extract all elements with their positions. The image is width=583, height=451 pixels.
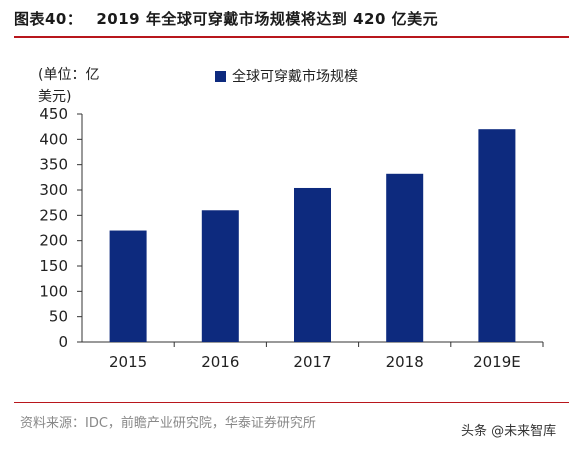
- x-tick-label: 2018: [386, 353, 424, 371]
- bar-2018: [386, 173, 424, 342]
- chart-legend: 全球可穿戴市场规模: [215, 66, 358, 86]
- bar-2019E: [478, 129, 516, 342]
- legend-label: 全球可穿戴市场规模: [232, 69, 358, 85]
- y-tick-label: 250: [39, 206, 68, 224]
- y-tick-label: 50: [49, 308, 68, 326]
- unit-label: (单位：亿美元): [38, 67, 100, 105]
- figure-title-text: 2019 年全球可穿戴市场规模将达到 420 亿美元: [96, 10, 439, 28]
- figure-title: 图表40： 2019 年全球可穿戴市场规模将达到 420 亿美元: [14, 8, 438, 29]
- figure-label: 图表40：: [14, 10, 83, 28]
- source-note: 资料来源：IDC，前瞻产业研究院，华泰证券研究所: [20, 416, 316, 431]
- y-tick-label: 200: [39, 232, 68, 250]
- x-tick-label: 2015: [109, 353, 147, 371]
- bar-2017: [294, 187, 331, 342]
- bar-2015: [109, 230, 147, 342]
- source-divider: [14, 402, 569, 403]
- x-tick-label: 2016: [201, 353, 239, 371]
- bar-2016: [201, 210, 239, 342]
- y-tick-label: 350: [39, 156, 68, 174]
- x-tick-label: 2017: [293, 353, 331, 371]
- y-tick-label: 100: [39, 282, 68, 300]
- legend-swatch: [215, 70, 226, 82]
- y-tick-label: 450: [39, 105, 68, 123]
- x-tick-label: 2019E: [473, 353, 521, 371]
- y-tick-label: 400: [39, 130, 68, 148]
- y-tick-label: 300: [39, 181, 68, 199]
- y-tick-label: 150: [39, 257, 68, 275]
- title-divider: [14, 36, 569, 38]
- watermark: 头条 @未来智库: [461, 424, 557, 439]
- y-tick-label: 0: [58, 333, 68, 351]
